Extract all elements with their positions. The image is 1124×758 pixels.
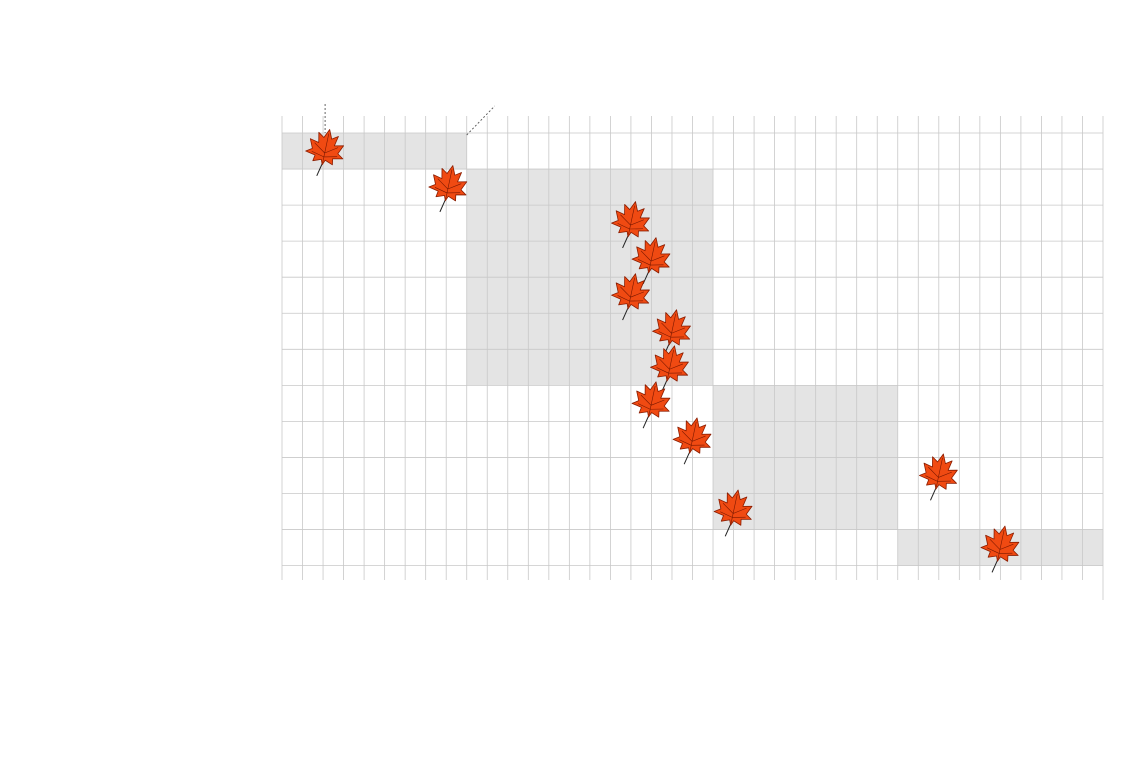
maple-leaf-icon: [631, 381, 671, 429]
leader-line-1: [466, 105, 496, 136]
maple-leaf-icon: [672, 417, 712, 465]
maple-leaf-icon: [428, 165, 468, 213]
maple-leaf-icon: [611, 273, 650, 321]
maple-leaf-icon: [980, 525, 1020, 573]
maple-leaf-icon: [918, 453, 958, 501]
maple-leaf-icon: [611, 201, 650, 249]
maple-leaf-icon: [305, 129, 345, 177]
maple-leaf-icon: [631, 237, 671, 285]
points-layer: [305, 129, 1020, 573]
maple-leaf-icon: [713, 489, 753, 537]
grid-layer: [281, 116, 1104, 600]
leader-layer: [324, 104, 496, 136]
maple-leaf-icon: [652, 309, 691, 357]
